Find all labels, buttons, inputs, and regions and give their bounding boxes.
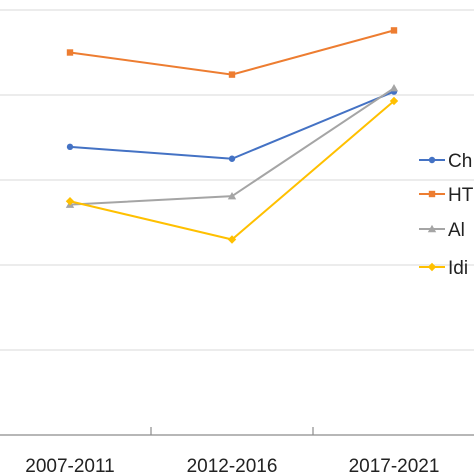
legend-label: Al xyxy=(448,220,465,241)
data-point xyxy=(228,155,236,162)
data-point xyxy=(389,96,399,106)
legend-label: Idi xyxy=(448,258,468,279)
legend-item: Al xyxy=(419,220,465,241)
data-point xyxy=(228,71,236,78)
legend-label: HT xyxy=(448,185,474,206)
data-point xyxy=(65,197,75,206)
data-point xyxy=(66,49,74,56)
data-point xyxy=(66,143,74,151)
series-al xyxy=(65,84,399,208)
x-axis: 2007-2011 2012-2016 2017-2021 xyxy=(0,427,474,474)
series-line xyxy=(69,90,395,160)
legend-marker xyxy=(428,156,436,164)
series-ht xyxy=(66,27,398,78)
legend-item: Ch xyxy=(419,151,472,172)
data-point xyxy=(390,27,398,34)
data-point xyxy=(227,235,237,244)
legend-item: Idi xyxy=(419,258,468,279)
series-lines xyxy=(65,27,399,244)
legend-marker xyxy=(427,224,437,233)
legend-marker xyxy=(427,262,437,272)
data-point xyxy=(227,191,237,200)
series-line xyxy=(69,29,395,76)
series-idi xyxy=(65,96,399,244)
x-tick-label: 2007-2011 xyxy=(25,456,114,474)
gridlines xyxy=(0,9,474,351)
x-tick-label: 2012-2016 xyxy=(187,456,278,474)
legend: Ch HT Al Idi xyxy=(419,151,474,279)
data-point xyxy=(389,84,399,92)
x-tick-label: 2017-2021 xyxy=(349,456,440,474)
legend-item: HT xyxy=(419,185,474,206)
series-ch xyxy=(66,88,398,162)
legend-marker xyxy=(428,190,436,198)
series-line xyxy=(69,87,395,206)
legend-label: Ch xyxy=(448,151,472,172)
